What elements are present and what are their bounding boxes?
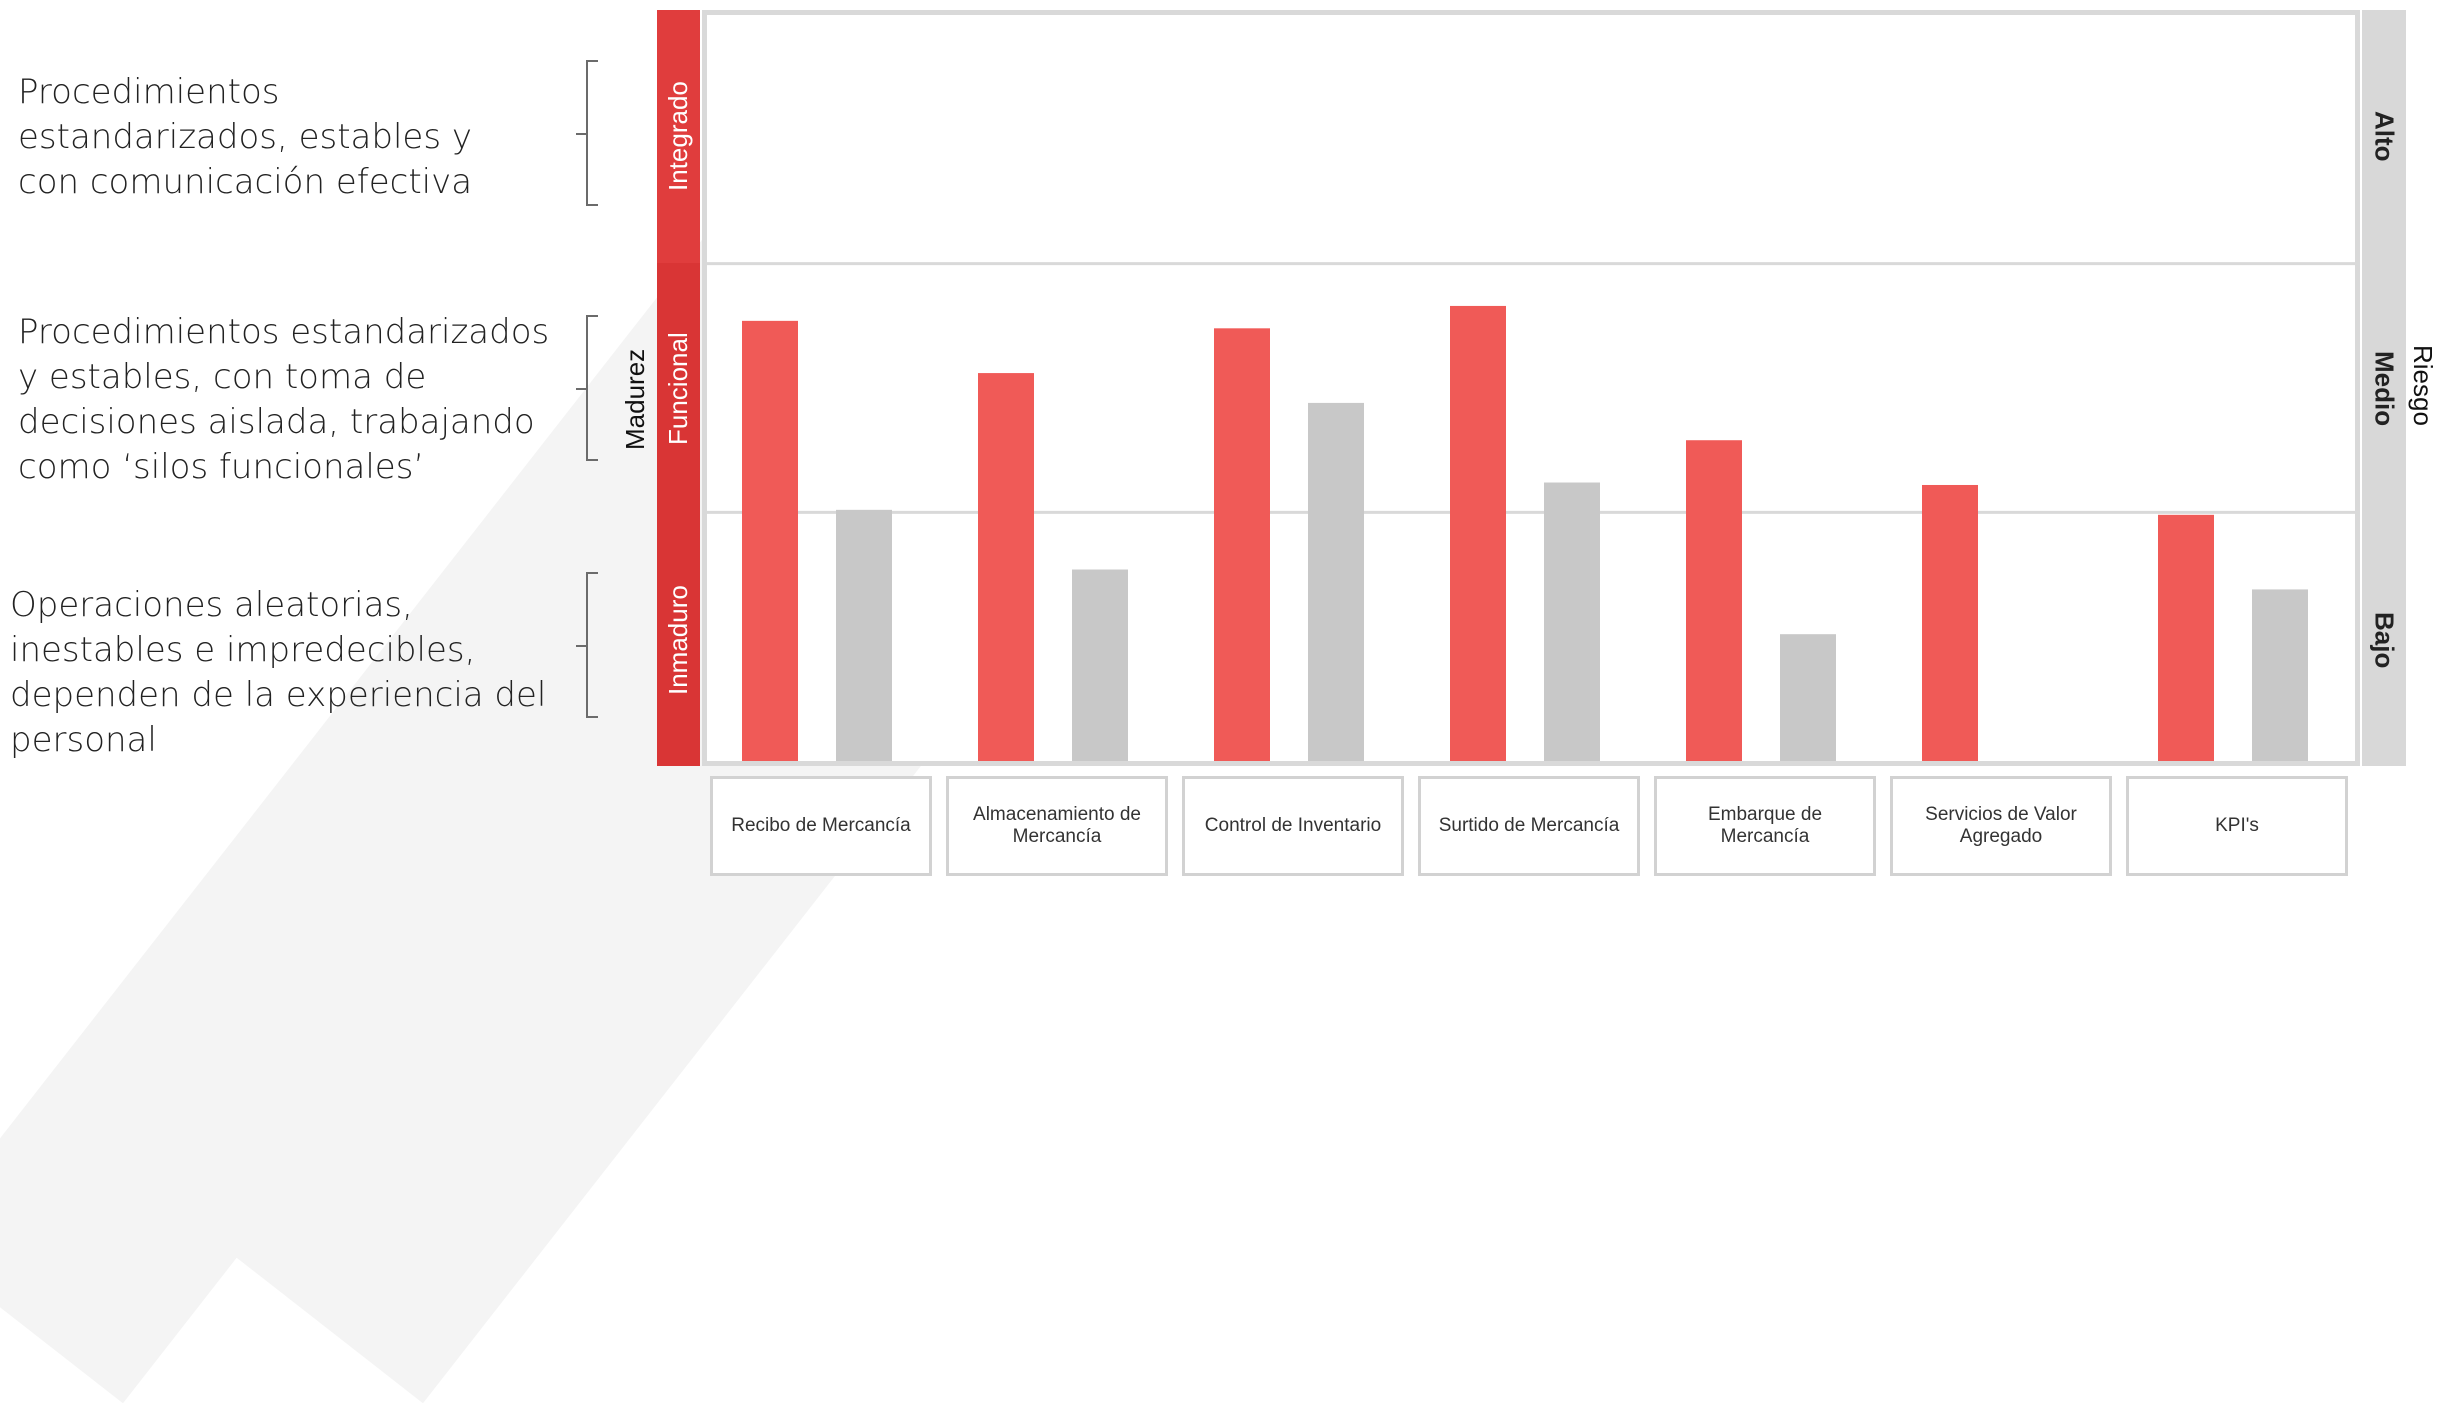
category-label: Control de Inventario	[1182, 776, 1404, 876]
description-inmaduro: Operaciones aleatorias, inestables e imp…	[10, 585, 547, 760]
level-integrado: Integrado	[657, 10, 700, 263]
maturity-axis-title: Madurez	[620, 348, 650, 450]
risk-bajo: Bajo	[2362, 515, 2406, 766]
description-funcional: Procedimientos estandarizados y estables…	[18, 312, 550, 487]
risk-medio-label: Medio	[2369, 351, 2400, 427]
risk-bar-1	[1072, 569, 1128, 761]
maturity-bar-0	[742, 320, 798, 761]
bar-chart	[707, 262, 2355, 761]
risk-bar-6	[2252, 589, 2308, 761]
category-label: KPI's	[2126, 776, 2348, 876]
risk-alto: Alto	[2362, 10, 2406, 263]
risk-alto-label: Alto	[2369, 111, 2400, 162]
category-label: Embarque de Mercancía	[1654, 776, 1876, 876]
description-integrado: Procedimientos estandarizados, estables …	[18, 72, 473, 202]
risk-axis-title: Riesgo	[2408, 345, 2438, 426]
maturity-bar-5	[1922, 484, 1978, 761]
risk-bar-4	[1780, 634, 1836, 761]
risk-bajo-label: Bajo	[2369, 612, 2400, 669]
risk-bar-2	[1308, 402, 1364, 761]
maturity-bar-1	[978, 373, 1034, 761]
risk-bar-0	[836, 509, 892, 761]
level-funcional: Funcional	[657, 263, 700, 515]
bracket-inmaduro	[576, 572, 598, 718]
maturity-bar-6	[2158, 514, 2214, 761]
category-label: Surtido de Mercancía	[1418, 776, 1640, 876]
maturity-bar-4	[1686, 440, 1742, 761]
category-label: Almacenamiento de Mercancía	[946, 776, 1168, 876]
bracket-integrado	[576, 60, 598, 206]
maturity-bar-2	[1214, 328, 1270, 761]
bracket-funcional	[576, 315, 598, 461]
category-label: Servicios de Valor Agregado	[1890, 776, 2112, 876]
risk-bar-3	[1544, 482, 1600, 761]
risk-medio: Medio	[2362, 263, 2406, 515]
maturity-bar-3	[1450, 305, 1506, 761]
level-inmaduro: Inmaduro	[657, 515, 700, 766]
category-label: Recibo de Mercancía	[710, 776, 932, 876]
